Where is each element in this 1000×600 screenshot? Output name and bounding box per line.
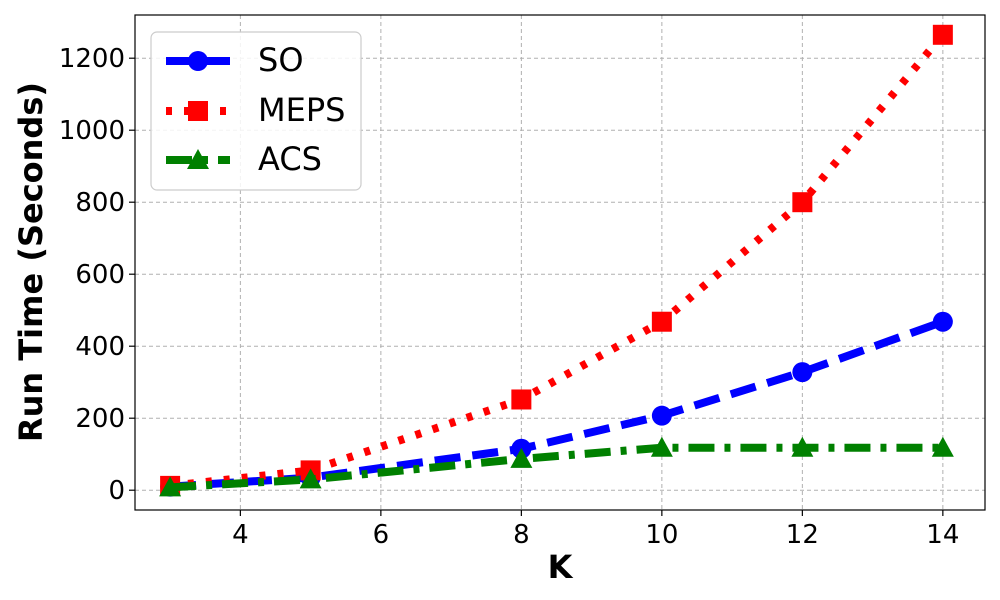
data-point-acs-14 (931, 436, 954, 457)
x-tick-label-14: 14 (926, 520, 959, 550)
x-tick-label-10: 10 (645, 520, 678, 550)
series-meps (160, 24, 953, 496)
x-tick-label-6: 6 (373, 520, 390, 550)
x-tick-label-8: 8 (513, 520, 530, 550)
y-tick-label-800: 800 (75, 188, 125, 218)
data-point-acs-10 (650, 436, 673, 457)
series-so (160, 311, 953, 497)
legend-box (150, 31, 362, 191)
x-axis-label: K (548, 548, 574, 586)
legend-marker-so (188, 51, 208, 71)
data-point-acs-12 (791, 436, 814, 457)
data-point-acs-3 (159, 476, 182, 497)
data-point-so-10 (651, 405, 672, 426)
y-tick-label-600: 600 (75, 260, 125, 290)
data-point-so-12 (792, 362, 813, 383)
legend-label-so: SO (258, 41, 304, 79)
legend: SO MEPS ACS (150, 31, 362, 191)
data-point-meps-14 (932, 24, 953, 45)
x-tick-label-12: 12 (786, 520, 819, 550)
y-tick-label-400: 400 (75, 332, 125, 362)
series-layer (159, 24, 954, 497)
data-point-meps-12 (792, 192, 813, 213)
tick-layer: 4 6 8 10 12 14 0 200 400 600 800 1000 1200 (59, 44, 960, 550)
data-point-acs-5 (299, 468, 322, 489)
data-point-acs-8 (510, 447, 533, 468)
y-tick-label-1200: 1200 (59, 44, 125, 74)
data-point-meps-8 (511, 389, 532, 410)
data-point-so-14 (932, 311, 953, 332)
series-line-acs (169, 443, 943, 492)
legend-marker-meps (188, 101, 208, 121)
series-acs (159, 436, 954, 497)
legend-marker-acs (187, 149, 209, 169)
plot-frame (134, 14, 986, 511)
y-tick-label-1000: 1000 (59, 116, 125, 146)
x-tick-label-4: 4 (232, 520, 249, 550)
y-tick-label-200: 200 (75, 404, 125, 434)
y-axis-label: Run Time (Seconds) (12, 82, 50, 442)
legend-label-meps: MEPS (258, 91, 345, 129)
y-tick-label-0: 0 (108, 476, 125, 506)
legend-label-acs: ACS (258, 140, 322, 178)
data-point-meps-10 (651, 311, 672, 332)
